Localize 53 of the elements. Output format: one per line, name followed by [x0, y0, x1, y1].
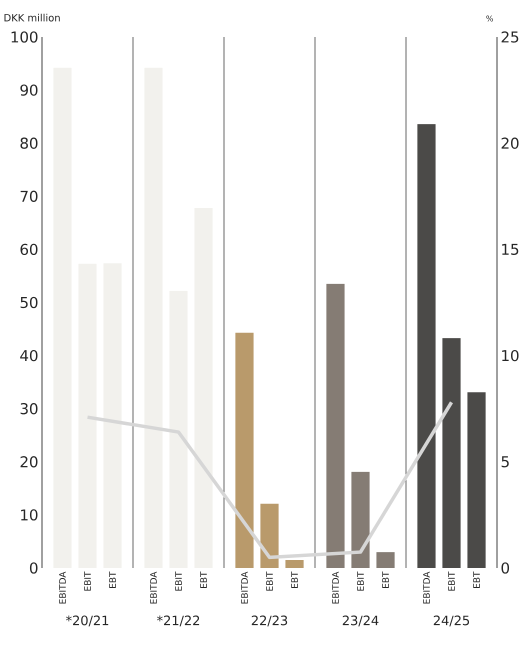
text: EBT	[473, 571, 480, 588]
y2-tick-label: 15	[502, 244, 518, 255]
bar	[144, 68, 163, 568]
y2-tick-label: 10	[502, 350, 519, 362]
y-tick-label: 100	[12, 31, 38, 43]
bar	[417, 124, 436, 568]
y-tick-label: 30	[20, 403, 38, 414]
text: EBT	[200, 571, 207, 588]
y2-tick-label: 0	[502, 562, 510, 574]
text: EBT	[382, 571, 389, 588]
y-tick-label: 90	[20, 84, 38, 96]
text: EBITDA	[332, 572, 339, 604]
bar	[326, 284, 345, 568]
y2-tick-label: 20	[502, 138, 519, 149]
bar	[103, 263, 122, 568]
y2-tick-label: 25	[502, 31, 518, 43]
text: EBITDA	[150, 572, 157, 604]
x-tick-label: *20/21	[66, 616, 108, 626]
bar	[442, 338, 461, 568]
bar	[169, 290, 188, 568]
text: EBITDA	[59, 572, 66, 604]
text: EBITDA	[423, 572, 430, 604]
text: EBIT	[448, 571, 455, 591]
bar	[376, 552, 395, 568]
line-series	[86, 400, 454, 560]
x-tick-label: 23/24	[342, 616, 378, 626]
y2-tick-label: 5	[502, 456, 509, 468]
text: EBIT	[175, 571, 182, 591]
y-tick-label: 50	[20, 296, 38, 308]
bar	[285, 560, 304, 568]
y-tick-label: 80	[20, 138, 38, 149]
y-tick-label: 40	[20, 350, 38, 362]
y-axis-title: DKK million	[4, 14, 60, 22]
text: EBT	[291, 571, 298, 588]
bar	[235, 332, 254, 568]
text: EBT	[109, 571, 116, 588]
text: EBITDA	[241, 572, 248, 604]
y-tick-label: 60	[20, 244, 38, 256]
y-tick-label: 20	[20, 456, 38, 468]
text: EBIT	[357, 571, 364, 591]
bar	[194, 208, 213, 568]
bar	[260, 504, 279, 568]
bar	[351, 472, 370, 568]
bar	[467, 392, 486, 568]
y-tick-label: 0	[30, 562, 38, 574]
bar	[78, 264, 97, 568]
text: EBIT	[266, 571, 273, 591]
text: EBIT	[84, 571, 91, 591]
x-tick-label: 22/23	[252, 616, 288, 626]
y-tick-label: 10	[21, 509, 38, 521]
x-tick-label: 24/25	[434, 616, 470, 626]
y-tick-label: 70	[20, 190, 38, 202]
x-tick-label: *21/22	[156, 616, 200, 626]
